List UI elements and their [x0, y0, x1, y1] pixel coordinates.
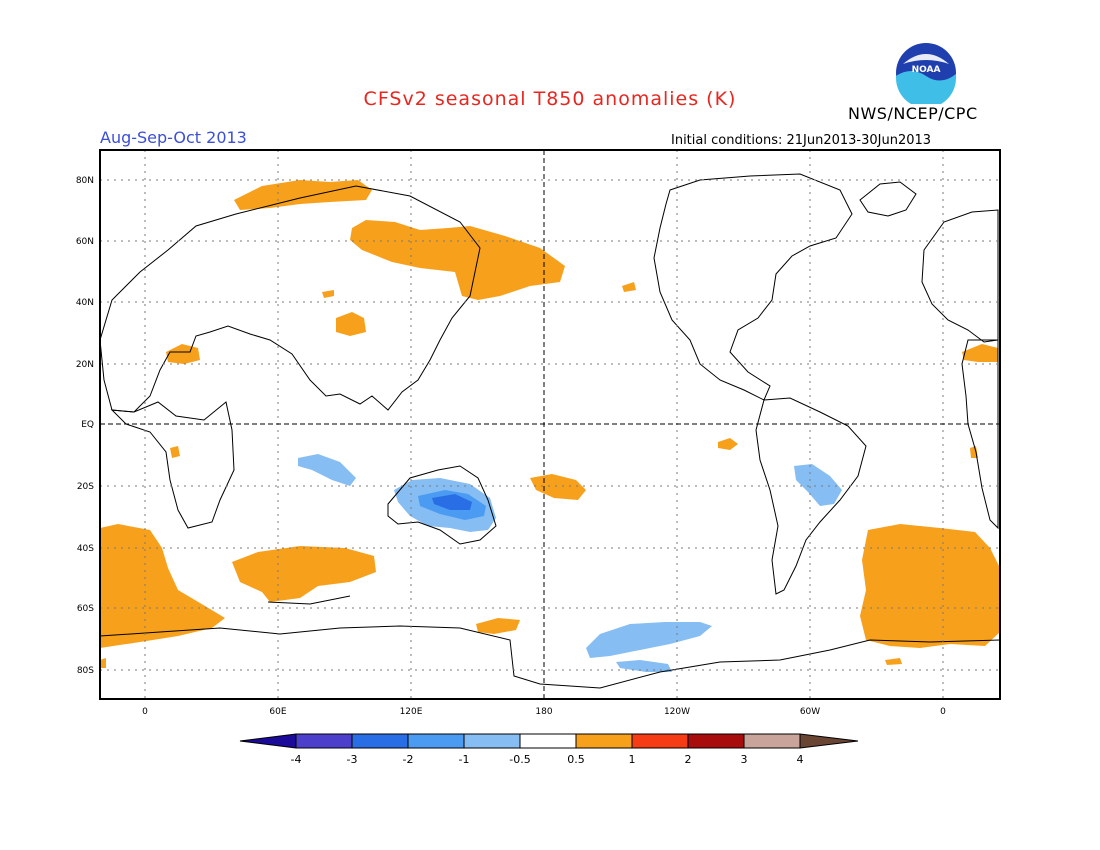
map-title: CFSv2 seasonal T850 anomalies (K) — [363, 88, 737, 110]
lat-label: 60N — [76, 237, 94, 247]
legend-swatch — [688, 734, 744, 748]
lat-label: 80S — [77, 666, 94, 676]
legend-swatch — [520, 734, 576, 748]
legend-label: -0.5 — [509, 753, 530, 766]
lat-label: 40N — [76, 298, 94, 308]
legend-label: -1 — [459, 753, 470, 766]
legend-label: 3 — [741, 753, 748, 766]
lon-label: 120E — [400, 707, 423, 717]
logo-text: NOAA — [912, 65, 941, 75]
warm-anomaly-areas — [100, 180, 1000, 668]
lat-label: 40S — [77, 544, 94, 554]
reference-lines — [100, 150, 1000, 699]
forecast-period: Aug-Sep-Oct 2013 — [100, 128, 247, 147]
legend-label: 1 — [629, 753, 636, 766]
legend-swatch — [464, 734, 520, 748]
lat-labels: 80N 60N 40N 20N EQ 20S 40S 60S 80S — [76, 176, 94, 676]
legend-swatch — [408, 734, 464, 748]
legend-label: -3 — [347, 753, 358, 766]
legend-arrow-right — [800, 734, 858, 748]
lon-label: 0 — [940, 707, 946, 717]
legend-label: -2 — [403, 753, 414, 766]
lat-label: EQ — [81, 420, 94, 430]
cool-anomaly-areas — [298, 454, 842, 672]
agency-label: NWS/NCEP/CPC — [848, 104, 978, 123]
lat-label: 80N — [76, 176, 94, 186]
coastlines — [99, 173, 1001, 689]
legend-arrow-left — [240, 734, 296, 748]
map-panel — [100, 150, 1000, 699]
lat-label: 60S — [77, 604, 94, 614]
legend-swatch — [632, 734, 688, 748]
lon-label: 120W — [664, 707, 690, 717]
legend-swatch — [296, 734, 352, 748]
initial-conditions: Initial conditions: 21Jun2013-30Jun2013 — [671, 133, 932, 148]
lon-label: 60E — [269, 707, 286, 717]
lon-label: 60W — [800, 707, 820, 717]
lat-label: 20S — [77, 482, 94, 492]
legend-label: 2 — [685, 753, 692, 766]
legend-label: 4 — [797, 753, 804, 766]
legend-swatch — [576, 734, 632, 748]
legend-swatch — [744, 734, 800, 748]
legend-swatch — [352, 734, 408, 748]
noaa-logo: NOAA — [896, 43, 956, 104]
legend-label: 0.5 — [567, 753, 585, 766]
lat-label: 20N — [76, 360, 94, 370]
color-legend: -4 -3 -2 -1 -0.5 0.5 1 2 3 4 — [239, 733, 859, 766]
graticule — [100, 150, 1000, 699]
lon-label: 0 — [142, 707, 148, 717]
lon-label: 180 — [535, 707, 552, 717]
map-frame — [99, 149, 1001, 700]
lon-labels: 0 60E 120E 180 120W 60W 0 — [142, 707, 946, 717]
legend-label: -4 — [291, 753, 302, 766]
